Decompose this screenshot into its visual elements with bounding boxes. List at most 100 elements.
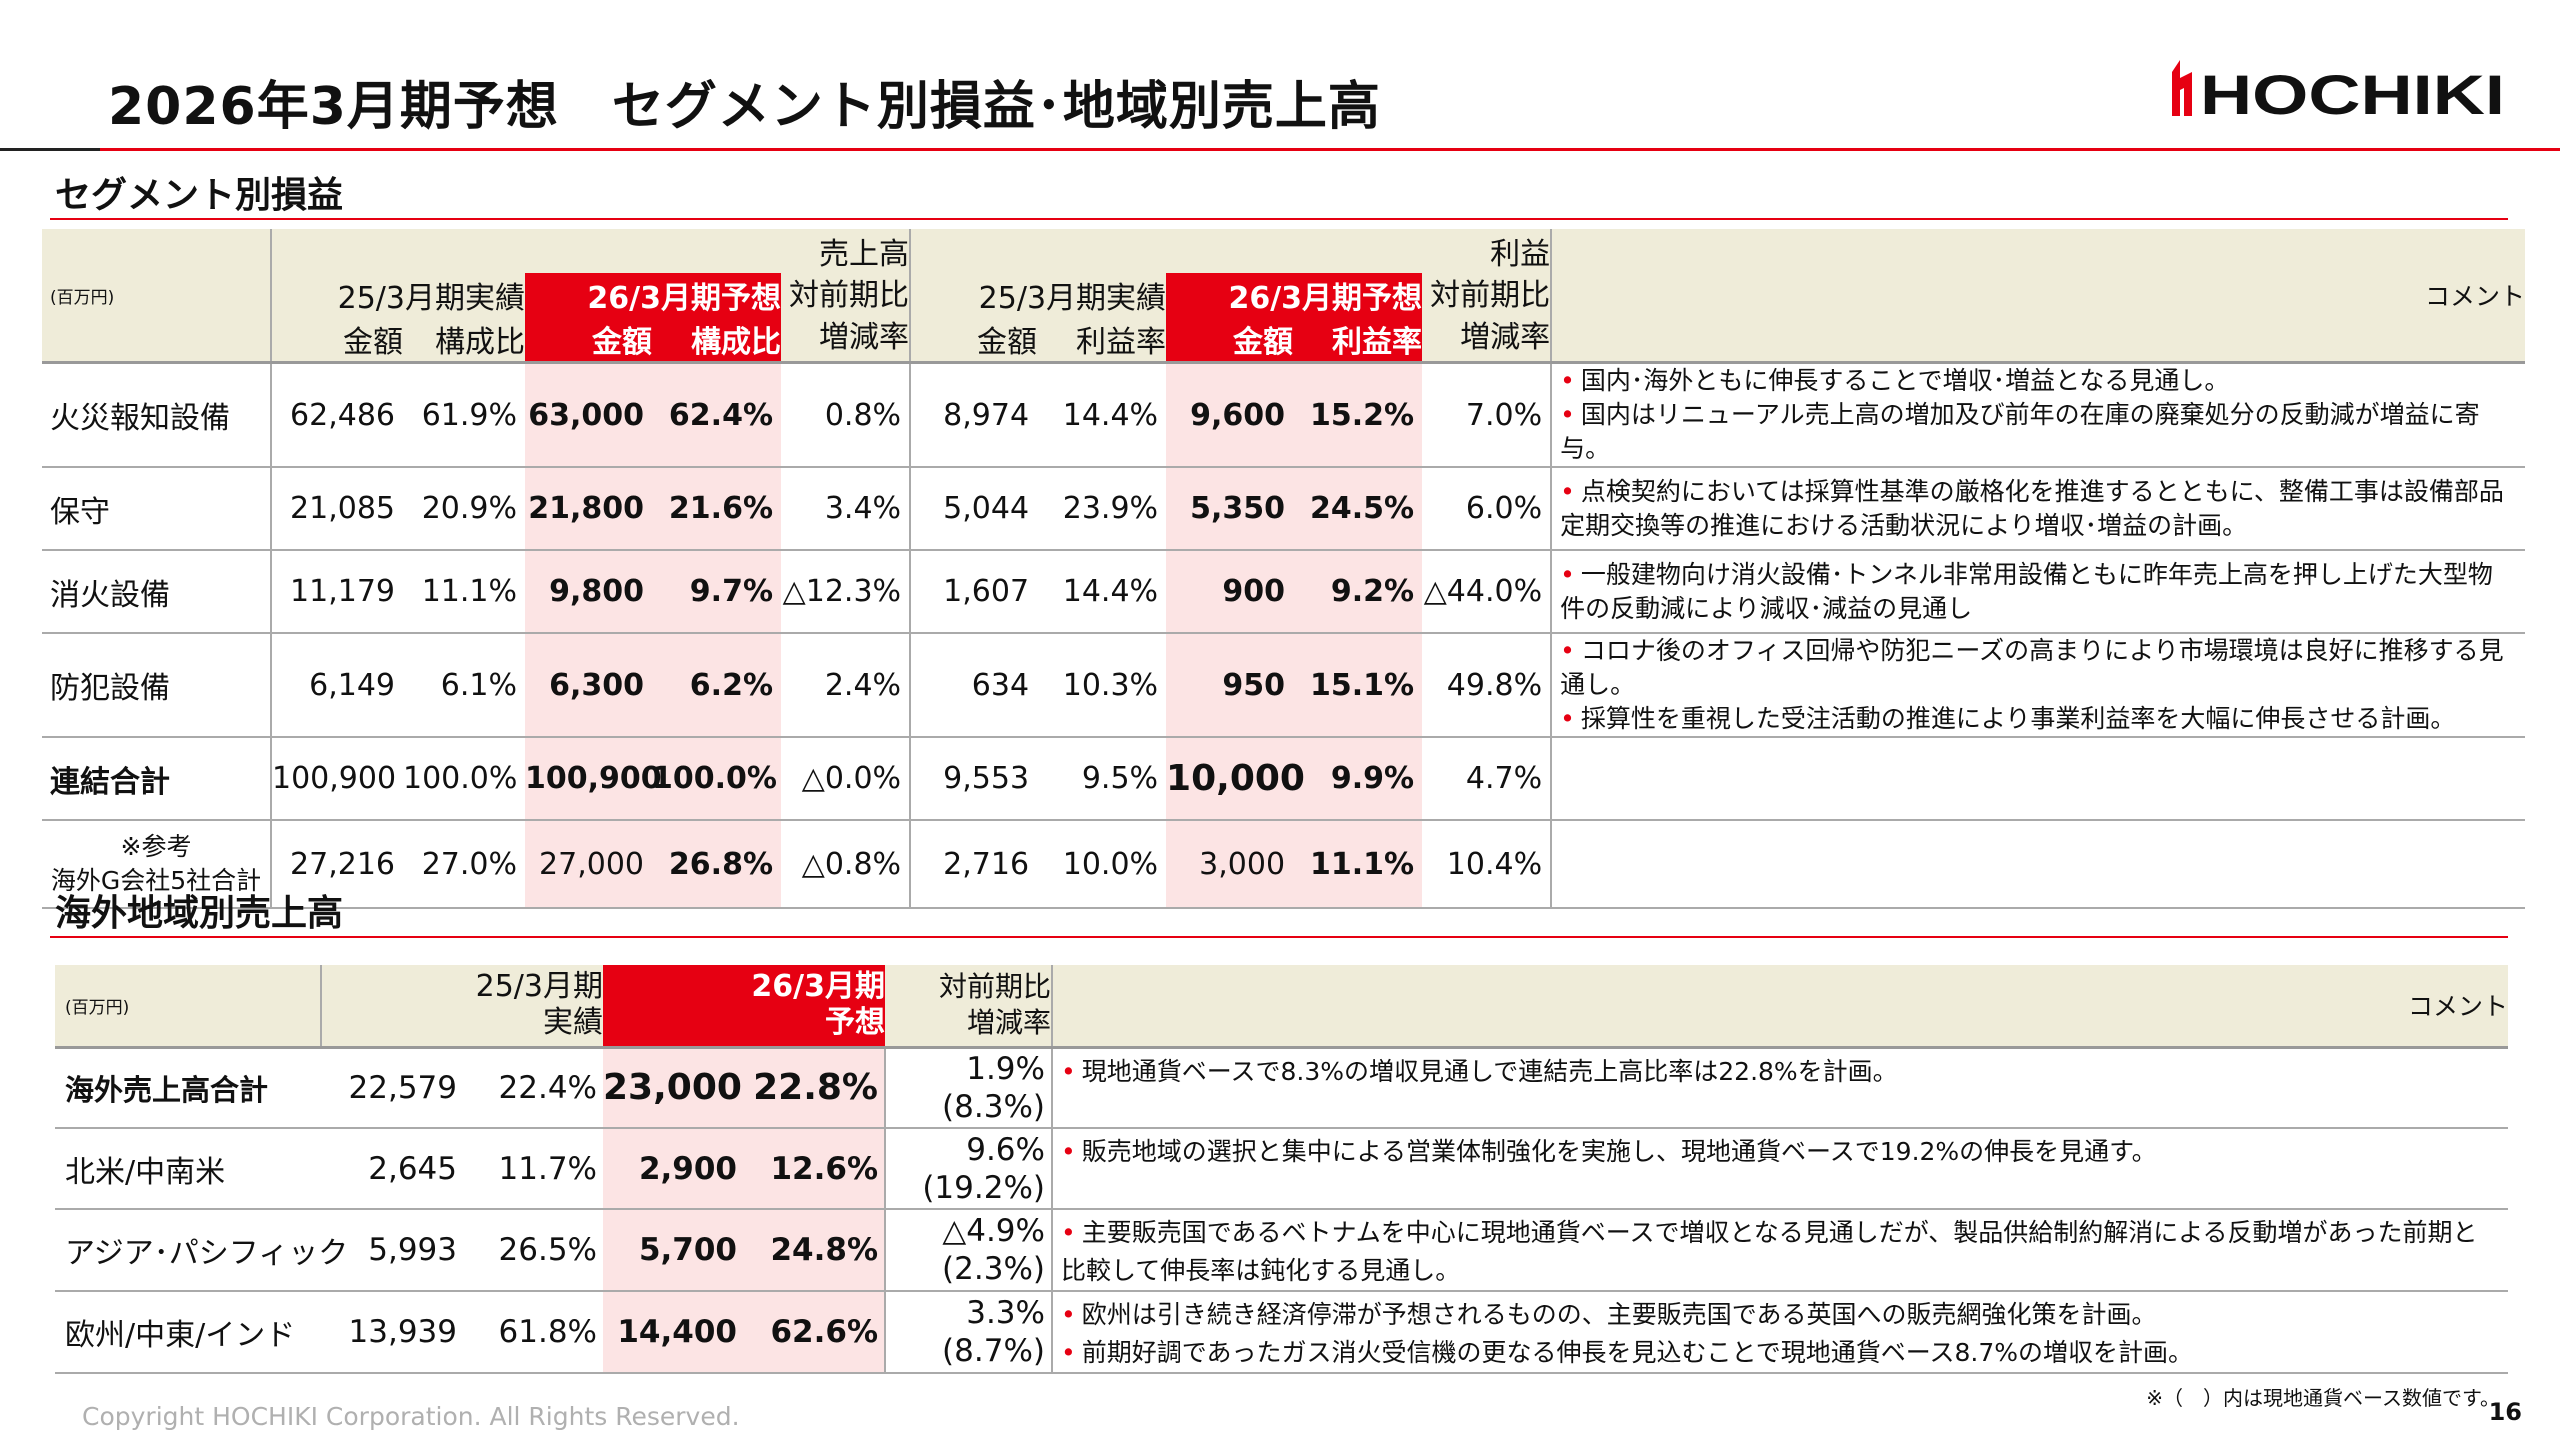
value-cell: 22.4% — [463, 1047, 603, 1129]
segment-table: (百万円) 売上高 利益 コメント 25/3月期実績 26/3月期予想 対前期比… — [42, 229, 2525, 909]
segment-label: ※参考 海外G会社5社合計 — [42, 820, 272, 909]
value-cell: 12.6% — [743, 1128, 885, 1210]
value-cell: 11,179 — [271, 550, 403, 634]
table-row: ※参考 海外G会社5社合計 27,216 27.0% 27,000 26.8% △0.8% 2… — [42, 820, 2525, 909]
value-cell: 22.8% — [743, 1047, 885, 1129]
value-cell: 4.7% — [1422, 737, 1553, 821]
forecast-label: 予想 — [825, 1005, 885, 1041]
value-cell: 9.9% — [1293, 737, 1423, 821]
value-cell: 21,800 — [525, 467, 652, 551]
comment-cell: • 主要販売国であるベトナムを中心に現地通貨ベースで増収となる見通しだが、製品供給… — [1052, 1209, 2508, 1292]
value-cell: 10.4% — [1422, 820, 1553, 909]
value-cell: 1,607 — [910, 550, 1038, 634]
yoy-label: 対前期比 — [938, 970, 1051, 1004]
comment-text: 主要販売国であるベトナムを中心に現地通貨ベースで増収となる見通しだが、製品供給制… — [1061, 1218, 2478, 1285]
comment-header: コメント — [1551, 229, 2525, 364]
col-amount: 金額 — [525, 317, 652, 364]
segment-label-line: 海外G会社5社合計 — [50, 866, 262, 895]
value-cell: 6.1% — [403, 633, 525, 738]
yoy-label: 対前期比 — [1430, 278, 1551, 313]
page-title: 2026年3月期予想 セグメント別損益･地域別売上高 — [108, 77, 1381, 137]
comment-header: コメント — [1052, 965, 2508, 1049]
comment-cell — [1551, 737, 2525, 821]
comment-cell — [1551, 820, 2525, 909]
local-currency-change: (19.2%) — [922, 1169, 1045, 1206]
region-label: アジア･パシフィック — [55, 1209, 348, 1292]
value-cell: 26.5% — [463, 1209, 603, 1292]
value-cell: 9,600 — [1166, 362, 1294, 468]
comment-line: • 国内はリニューアル売上高の増加及び前年の在庫の廃棄処分の反動減が増益に寄与。 — [1560, 398, 2517, 466]
table-row: 欧州/中東/インド 13,939 61.8% 14,400 62.6% 3.3% (8.7%… — [55, 1291, 2508, 1374]
yoy-label: 対前期比 — [789, 278, 910, 313]
value-cell: 950 — [1166, 633, 1294, 738]
segment-label: 防犯設備 — [42, 633, 272, 738]
value-cell: 3,000 — [1166, 820, 1294, 909]
footnote: ※（ ）内は現地通貨ベース数値です。 — [2146, 1386, 2500, 1410]
value-cell: 62,486 — [271, 362, 403, 468]
bullet-icon: • — [1560, 366, 1575, 395]
region-table: (百万円) 25/3月期 実績 26/3月期 予想 対前期比 増減率 コメント 海外売… — [55, 965, 2508, 1374]
unit-label: (百万円) — [42, 229, 272, 364]
comment-line: • 販売地域の選択と集中による営業体制強化を実施し、現地通貨ベースで19.2%の伸… — [1061, 1133, 2502, 1171]
value-cell: 21,085 — [271, 467, 403, 551]
bullet-icon: • — [1560, 559, 1575, 589]
value-cell: 2,900 — [603, 1128, 743, 1210]
value-cell: 11.7% — [463, 1128, 603, 1210]
value-cell: △44.0% — [1422, 550, 1553, 634]
value-cell: 62.4% — [652, 362, 781, 468]
value-cell: 9.5% — [1037, 737, 1167, 821]
region-heading: 海外地域別売上高 — [55, 893, 344, 934]
comment-cell: • 欧州は引き続き経済停滞が予想されるものの、主要販売国である英国への販売網強化策… — [1052, 1291, 2508, 1374]
value-cell: 15.2% — [1293, 362, 1423, 468]
profit-group-header: 利益 — [910, 229, 1553, 273]
segment-label: 消火設備 — [42, 550, 272, 634]
copyright: Copyright HOCHIKI Corporation. All Right… — [82, 1402, 740, 1431]
col-share: 構成比 — [652, 317, 781, 364]
change-value: △4.9% — [942, 1213, 1045, 1249]
value-cell: 10.3% — [1037, 633, 1167, 738]
value-cell: 13,939 — [321, 1291, 463, 1374]
value-cell: 100.0% — [403, 737, 525, 821]
comment-text: 点検契約においては採算性基準の厳格化を推進するとともに、整備工事は設備部品定期交… — [1560, 476, 2504, 540]
value-cell: 100,900 — [271, 737, 403, 821]
region-label: 北米/中南米 — [55, 1128, 321, 1210]
col-amount: 金額 — [1166, 317, 1294, 364]
col-share: 構成比 — [403, 317, 525, 364]
forecast-label: 26/3月期 — [751, 969, 885, 1005]
region-forecast-header: 26/3月期 予想 — [603, 965, 885, 1049]
sales-forecast-header: 26/3月期予想 — [525, 273, 781, 317]
value-cell: 20.9% — [403, 467, 525, 551]
table-row: アジア･パシフィック 5,993 26.5% 5,700 24.8% △4.9% (2.3%… — [55, 1209, 2508, 1292]
value-cell: 5,993 — [321, 1209, 463, 1292]
value-cell: 27,000 — [525, 820, 652, 909]
value-cell: 0.8% — [781, 362, 912, 468]
comment-line: • 欧州は引き続き経済停滞が予想されるものの、主要販売国である英国への販売網強化策… — [1061, 1296, 2502, 1334]
value-cell: 27,216 — [271, 820, 403, 909]
comment-line: • 主要販売国であるベトナムを中心に現地通貨ベースで増収となる見通しだが、製品供給… — [1061, 1214, 2502, 1290]
bullet-icon: • — [1560, 636, 1575, 665]
value-cell: 15.1% — [1293, 633, 1423, 738]
value-cell: 9,800 — [525, 550, 652, 634]
value-cell: 11.1% — [1293, 820, 1423, 909]
comment-line: • 一般建物向け消火設備･トンネル非常用設備ともに昨年売上高を押し上げた大型物件の… — [1560, 558, 2517, 626]
region-label: 欧州/中東/インド — [55, 1291, 321, 1374]
value-cell: 3.4% — [781, 467, 912, 551]
col-amount: 金額 — [910, 317, 1038, 364]
bullet-icon: • — [1061, 1218, 1076, 1247]
change-label: 増減率 — [819, 320, 910, 355]
value-cell: 24.5% — [1293, 467, 1423, 551]
value-cell: 22,579 — [321, 1047, 463, 1129]
value-cell: 21.6% — [652, 467, 781, 551]
comment-line: • 採算性を重視した受注活動の推進により事業利益率を大幅に伸長させる計画。 — [1560, 702, 2517, 736]
comment-cell: • 販売地域の選択と集中による営業体制強化を実施し、現地通貨ベースで19.2%の伸… — [1052, 1128, 2508, 1210]
value-cell: 8,974 — [910, 362, 1038, 468]
value-cell: 9.7% — [652, 550, 781, 634]
table-row: 火災報知設備 62,486 61.9% 63,000 62.4% 0.8% 8,974 14.… — [42, 362, 2525, 468]
comment-text: 欧州は引き続き経済停滞が予想されるものの、主要販売国である英国への販売網強化策を… — [1081, 1300, 2157, 1329]
comment-text: コロナ後のオフィス回帰や防犯ニーズの高まりにより市場環境は良好に推移する見通し。 — [1560, 636, 2504, 699]
local-currency-change: (2.3%) — [942, 1251, 1045, 1287]
value-cell: 9,553 — [910, 737, 1038, 821]
comment-line: • 前期好調であったガス消火受信機の更なる伸長を見込むことで現地通貨ベース8.7%… — [1061, 1334, 2502, 1372]
comment-text: 国内･海外ともに伸長することで増収･増益となる見通し。 — [1580, 366, 2230, 395]
comment-cell: • 現地通貨ベースで8.3%の増収見通しで連結売上高比率は22.8%を計画。 — [1052, 1047, 2508, 1129]
